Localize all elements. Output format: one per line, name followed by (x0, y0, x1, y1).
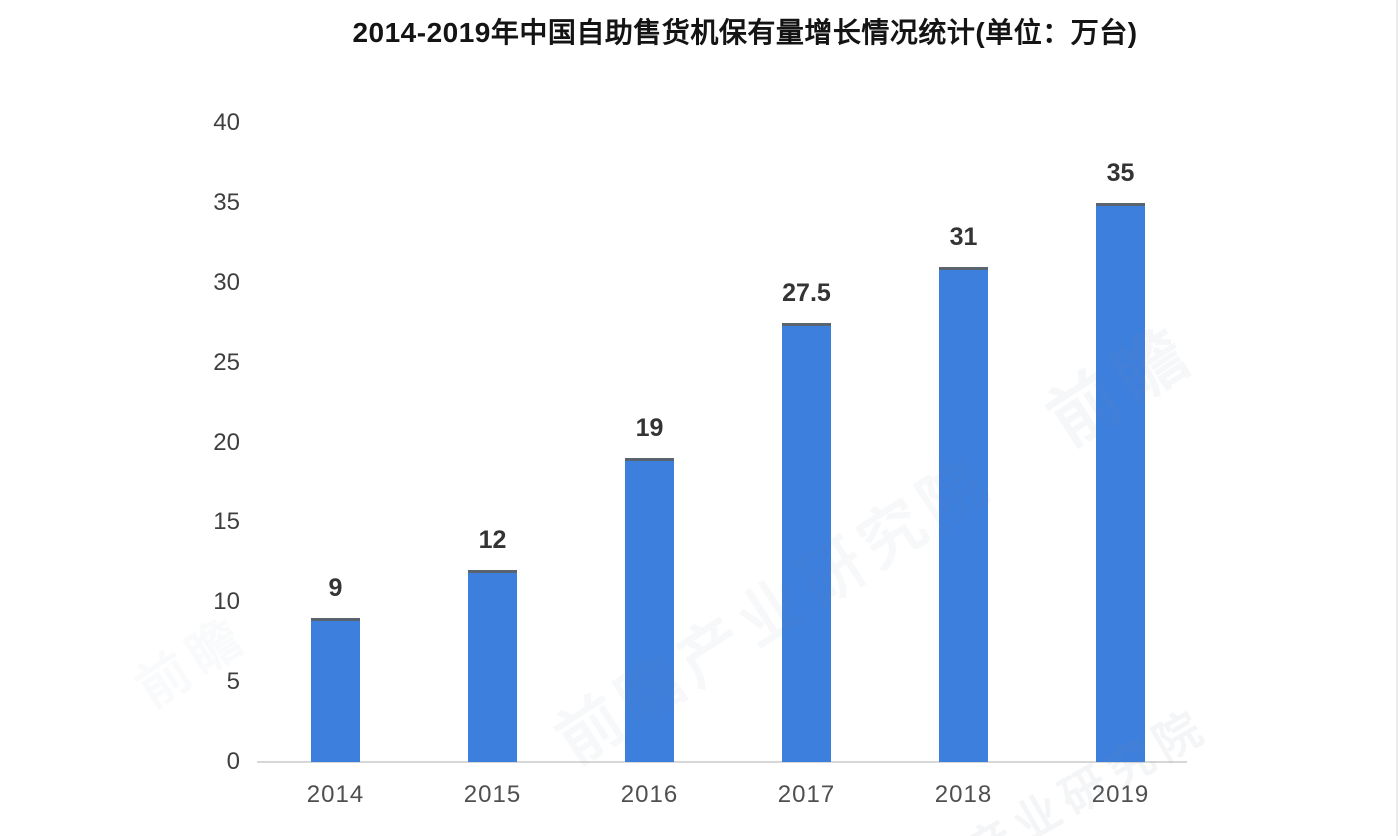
x-axis-label: 2017 (777, 781, 836, 808)
bar-2016 (625, 458, 674, 762)
y-axis-tick-label: 5 (226, 668, 240, 696)
x-axis-label: 2019 (1091, 781, 1150, 808)
bar-2017 (782, 322, 831, 762)
y-axis-tick-label: 35 (213, 188, 240, 216)
bar-value-label: 12 (478, 526, 507, 555)
x-axis-line (257, 761, 1187, 763)
bar-value-label: 9 (328, 574, 343, 603)
y-axis-tick-label: 40 (213, 109, 240, 136)
bar-2019 (1096, 202, 1145, 762)
y-axis-tick-label: 25 (213, 348, 240, 376)
x-axis-label: 2016 (620, 781, 679, 808)
bar-2015 (468, 570, 517, 762)
bar-2018 (939, 266, 988, 762)
bar-value-label: 31 (949, 222, 978, 251)
bar-value-label: 27.5 (782, 278, 831, 307)
y-axis-tick-label: 0 (226, 748, 240, 775)
x-axis-label: 2015 (463, 781, 522, 808)
x-axis-label: 2018 (934, 781, 993, 808)
y-axis-tick-label: 20 (213, 428, 240, 456)
y-axis-tick-label: 10 (213, 588, 240, 616)
y-axis-tick-label: 15 (213, 508, 240, 536)
chart-title: 2014-2019年中国自助售货机保有量增长情况统计(单位：万台) (352, 17, 1138, 48)
page-edge-line (1396, 0, 1398, 836)
bar-value-label: 35 (1106, 158, 1135, 187)
bar-value-label: 19 (635, 414, 664, 443)
bar-2014 (311, 618, 360, 762)
y-axis-tick-label: 30 (213, 268, 240, 296)
x-axis-label: 2014 (306, 781, 365, 808)
